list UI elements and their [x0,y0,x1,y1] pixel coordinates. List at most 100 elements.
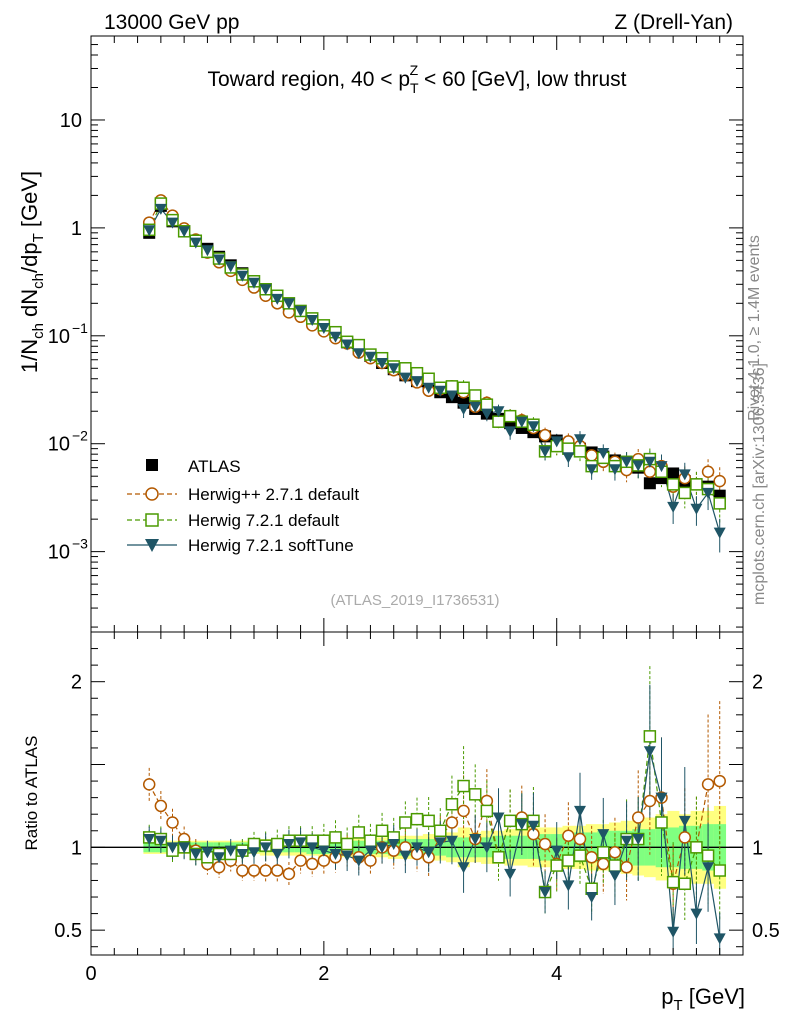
main-series-point-1 [538,428,552,442]
ratio-series-point-3 [352,855,365,867]
main-series-point-2 [573,445,587,458]
ratio-series-point-3 [306,842,319,854]
main-y-tick-exponent: −2 [72,428,88,444]
main-series-point-3 [352,348,365,360]
main-series-point-3 [690,503,703,515]
ratio-series-point-2 [666,875,680,889]
ratio-series-point-3 [213,852,226,864]
main-y-tick-label: 1 [71,218,82,240]
ratio-series-point-1 [713,774,726,788]
main-series-point-3 [224,261,237,273]
ratio-series-point-2 [573,849,587,862]
ratio-series-point-3 [248,847,260,859]
ratio-series-point-1 [259,864,272,877]
main-series-point-3 [329,331,342,343]
main-y-tick-label: 10 [48,434,70,456]
main-series-point-3 [143,225,156,237]
ratio-series-point-2 [492,851,505,864]
ratio-series-point-2 [457,779,470,793]
x-tick-label: 0 [85,963,96,985]
ratio-series-point-3 [539,887,552,899]
ratio-series-point-3 [271,848,284,860]
ratio-series-point-3 [480,842,493,854]
ratio-series-point-3 [690,908,703,920]
main-series-point-2 [468,389,482,402]
ratio-series-point-3 [387,839,400,851]
legend: ATLAS Herwig++ 2.7.1 default Herwig 7.2.… [127,457,359,555]
ratio-data [142,666,726,955]
ratio-series-point-3 [154,835,167,847]
main-series-point-2 [690,478,703,491]
x-axis-label: pT [GeV] [661,984,745,1014]
ratio-series-point-3 [562,880,575,892]
ratio-series-point-1 [678,831,692,844]
main-data [142,194,726,553]
ratio-series-point-3 [143,834,156,846]
main-title: Toward region, 40 < pTZ < 60 [GeV], low … [207,62,626,96]
ratio-series-point-3 [294,837,307,849]
main-series-point-3 [178,226,191,238]
ratio-series-point-1 [154,799,168,813]
main-series-point-3 [550,436,563,448]
ratio-series-point-3 [329,848,342,860]
ratio-series-point-1 [247,864,261,877]
ratio-y-tick-label-right: 2 [752,672,763,694]
ratio-series-point-3 [282,839,295,851]
ratio-series-point-1 [236,864,249,877]
atlas-data-point [504,417,517,430]
ratio-series-point-2 [468,788,482,801]
ratio-series-point-3 [457,862,470,874]
main-series-point-3 [678,469,691,481]
ratio-series-point-2 [643,730,657,743]
ratio-series-point-1 [166,816,179,829]
ratio-series-point-1 [585,851,598,864]
ratio-series-point-3 [702,862,715,874]
ratio-series-point-2 [562,854,575,867]
main-series-point-3 [154,203,167,215]
main-series-point-2 [422,372,435,385]
ratio-series-point-2 [434,824,447,838]
ratio-series-point-3 [422,847,435,859]
main-series-point-3 [201,245,214,257]
main-series-point-3 [469,401,482,413]
ratio-series-point-3 [364,845,377,857]
ratio-series-point-3 [445,835,458,847]
ratio-series-point-2 [503,814,517,828]
ratio-series-point-1 [305,857,319,871]
ratio-series-point-2 [690,841,703,854]
main-series-point-3 [399,372,412,384]
main-series-point-3 [655,461,668,473]
ratio-series-point-3 [574,805,586,817]
main-series-point-2 [713,497,726,510]
ratio-series-point-2 [445,798,459,811]
ratio-series-point-3 [597,829,610,841]
ratio-series-point-1 [620,860,633,874]
ratio-series-point-2 [340,837,354,851]
x-tick-label: 4 [551,963,562,985]
ratio-series-point-3 [504,868,517,880]
ratio-series-point-1 [212,860,226,874]
atlas-data-point [643,477,656,490]
main-series-point-3 [282,298,295,310]
ratio-series-point-2 [329,831,342,844]
main-series-point-3 [620,456,633,468]
ratio-series-point-1 [538,837,552,851]
ratio-series-point-1 [457,804,470,818]
ratio-series-point-2 [364,834,377,847]
ratio-series-point-3 [678,815,691,827]
main-series-point-3 [376,357,389,369]
main-series-point-2 [678,486,692,500]
ratio-series-point-1 [631,811,645,824]
ratio-series-point-3 [341,850,354,862]
ratio-y-tick-label-right: 1 [752,837,763,859]
main-series-point-3 [527,421,540,433]
ratio-series-point-3 [667,926,680,938]
side-label-rivet: Rivet 4.1.0, ≥ 1.4M events [746,235,763,421]
main-y-tick-label: 10 [48,542,70,564]
main-series-point-2 [457,381,470,395]
ratio-panel: 0 2 4 2 2 1 1 0.5 0.5 Ratio to ATLAS pT [GeV] [22,631,780,1014]
main-y-tick-exponent: −3 [72,536,88,552]
ratio-series-point-3 [550,845,563,857]
main-series-point-3 [306,315,319,327]
